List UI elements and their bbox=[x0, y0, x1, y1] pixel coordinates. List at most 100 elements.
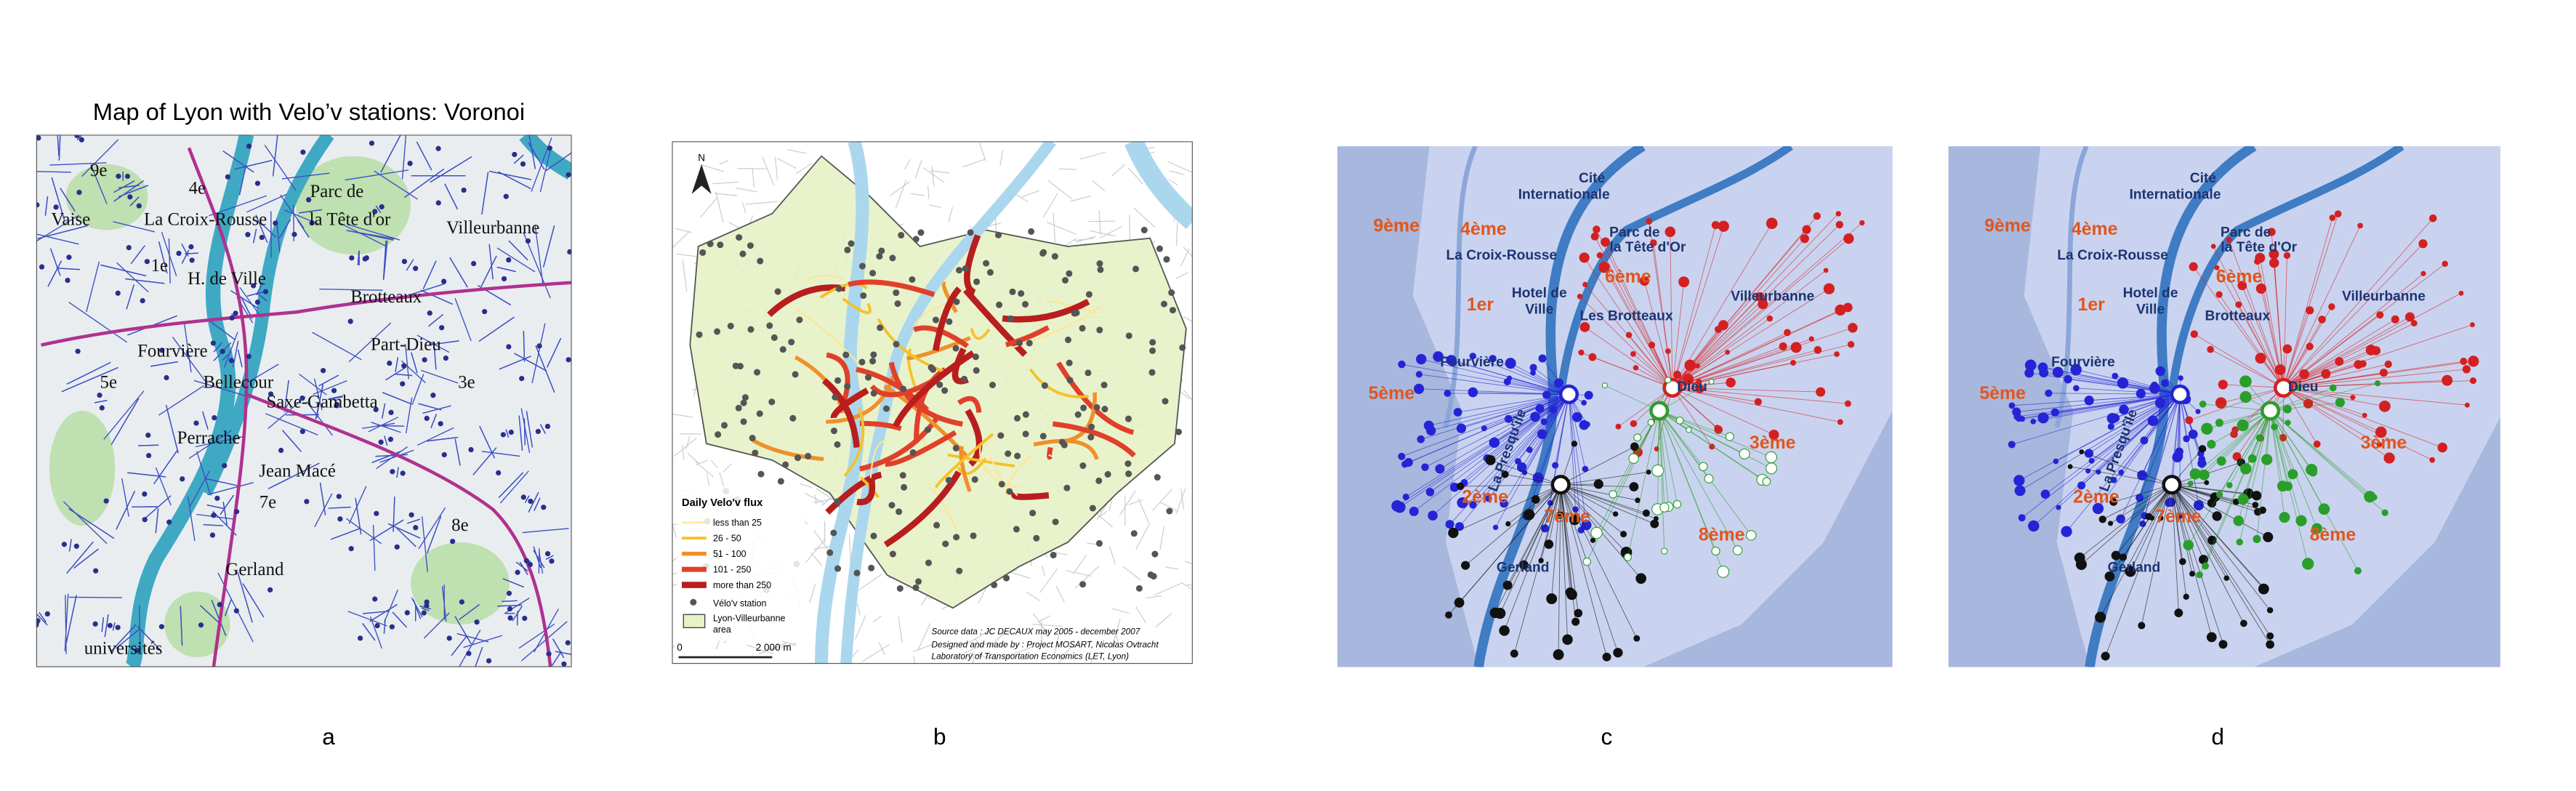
flow bbox=[2115, 484, 2173, 556]
station bbox=[2334, 210, 2342, 218]
flow bbox=[2239, 410, 2271, 542]
station bbox=[1675, 416, 1684, 425]
voronoi-edge bbox=[281, 172, 330, 180]
station bbox=[898, 231, 905, 239]
station bbox=[427, 310, 432, 316]
station bbox=[1711, 221, 1720, 230]
station bbox=[834, 498, 841, 505]
flow bbox=[1657, 411, 1660, 510]
station bbox=[2088, 457, 2095, 464]
flow bbox=[2270, 410, 2359, 571]
voronoi-edge bbox=[345, 518, 382, 545]
flow bbox=[1585, 326, 1673, 388]
flow bbox=[1581, 352, 1673, 388]
voronoi-edge bbox=[498, 472, 524, 498]
flux-line bbox=[932, 286, 962, 351]
station bbox=[2150, 381, 2159, 390]
voronoi-edge bbox=[328, 506, 351, 509]
voronoi-edge bbox=[555, 651, 572, 655]
flow bbox=[2102, 484, 2173, 520]
flow bbox=[2256, 410, 2271, 539]
station bbox=[229, 315, 235, 321]
station bbox=[1444, 390, 1452, 397]
flow bbox=[1540, 484, 1561, 561]
hub bbox=[1649, 401, 1670, 421]
station bbox=[1041, 382, 1048, 389]
map-label: Internationale bbox=[2129, 187, 2221, 202]
voronoi-edge bbox=[420, 369, 459, 384]
map-label: 3ème bbox=[1750, 433, 1796, 453]
station bbox=[2207, 345, 2214, 353]
street bbox=[746, 644, 774, 654]
station bbox=[1649, 239, 1657, 246]
station bbox=[842, 351, 850, 358]
street bbox=[1111, 164, 1125, 177]
street bbox=[1138, 498, 1150, 523]
flow bbox=[2283, 388, 2318, 445]
station bbox=[1588, 353, 1597, 361]
station bbox=[546, 651, 552, 657]
station bbox=[834, 377, 842, 384]
flux-line bbox=[885, 430, 957, 467]
flow bbox=[1672, 297, 1760, 388]
voronoi-edge bbox=[348, 322, 392, 363]
station bbox=[443, 355, 448, 361]
station bbox=[2064, 374, 2072, 384]
voronoi-edge bbox=[319, 288, 383, 291]
map-label: Fourvière bbox=[2051, 355, 2115, 370]
station bbox=[1718, 320, 1728, 331]
voronoi-edge bbox=[100, 264, 147, 277]
station bbox=[1646, 217, 1653, 225]
station bbox=[93, 568, 99, 574]
flow bbox=[2142, 394, 2181, 524]
station bbox=[1590, 537, 1596, 543]
street bbox=[1122, 566, 1141, 581]
station bbox=[1161, 300, 1168, 308]
map-label: 2ème bbox=[1462, 487, 1508, 507]
station bbox=[888, 502, 895, 509]
station bbox=[1530, 369, 1536, 376]
station bbox=[1398, 452, 1406, 460]
flow bbox=[1414, 394, 1569, 512]
station bbox=[387, 360, 393, 366]
flux-line bbox=[963, 288, 1028, 357]
voronoi-edge bbox=[518, 623, 555, 649]
station bbox=[2236, 538, 2243, 546]
voronoi-edge bbox=[348, 486, 367, 524]
station bbox=[2207, 535, 2217, 545]
flow bbox=[2179, 394, 2199, 506]
map-label: Gerland bbox=[225, 560, 284, 579]
hub bbox=[1550, 475, 1571, 495]
station bbox=[2119, 404, 2129, 415]
station bbox=[1066, 359, 1073, 366]
voronoi-edge bbox=[411, 352, 418, 374]
flow bbox=[1659, 410, 1704, 467]
station bbox=[1414, 383, 1425, 394]
station bbox=[541, 505, 547, 510]
station bbox=[2187, 481, 2194, 487]
station bbox=[2218, 640, 2228, 649]
flow bbox=[2283, 387, 2385, 407]
river bbox=[1443, 146, 1478, 428]
station bbox=[374, 622, 380, 629]
map-label: 1er bbox=[1467, 294, 1494, 315]
station bbox=[995, 231, 1002, 238]
station bbox=[2212, 511, 2222, 521]
station bbox=[1130, 530, 1138, 537]
station bbox=[1678, 276, 1690, 288]
voronoi-edge bbox=[499, 470, 529, 504]
station bbox=[1790, 342, 1802, 353]
flux-line bbox=[1005, 452, 1034, 500]
station bbox=[826, 549, 834, 556]
map-label: La Croix-Rousse bbox=[2057, 248, 2168, 263]
station bbox=[870, 351, 877, 358]
station bbox=[2266, 607, 2274, 614]
station bbox=[520, 494, 526, 500]
station bbox=[1837, 419, 1843, 425]
street bbox=[787, 149, 806, 154]
station bbox=[848, 240, 855, 247]
map-label: Villeurbanne bbox=[446, 218, 539, 238]
voronoi-edge bbox=[381, 403, 386, 419]
station bbox=[1445, 520, 1454, 529]
voronoi-edge bbox=[542, 225, 555, 268]
